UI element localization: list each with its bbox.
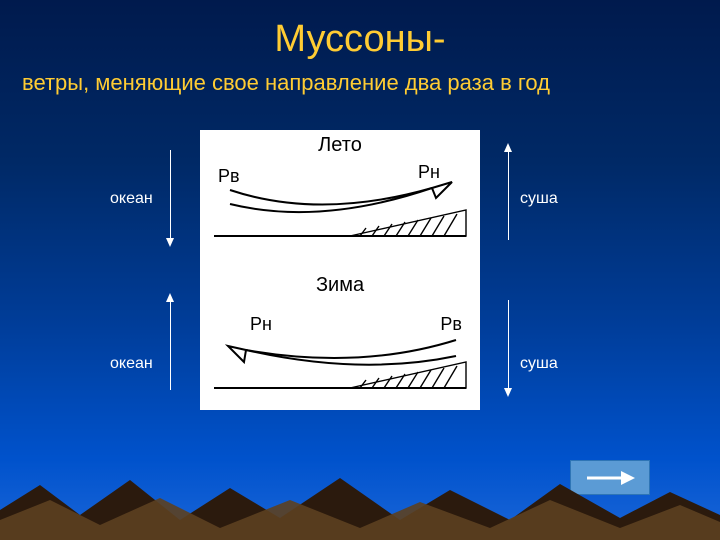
mountain-decoration bbox=[0, 470, 720, 540]
winter-wind-svg bbox=[200, 270, 480, 410]
summer-wind-svg bbox=[200, 130, 480, 270]
monsoon-diagram: Лето Рв Рн bbox=[200, 130, 480, 410]
land-arrow-summer bbox=[508, 150, 509, 240]
panel-summer: Лето Рв Рн bbox=[200, 130, 480, 270]
panel-winter: Зима Рн Рв bbox=[200, 270, 480, 410]
slide-title: Муссоны- bbox=[0, 18, 720, 61]
ocean-label-winter: океан bbox=[110, 355, 153, 373]
ocean-arrow-winter bbox=[170, 300, 171, 390]
ocean-arrow-summer bbox=[170, 150, 171, 240]
land-label-winter: суша bbox=[520, 355, 558, 373]
slide-subtitle: ветры, меняющие свое направление два раз… bbox=[22, 70, 550, 96]
ocean-label-summer: океан bbox=[110, 190, 153, 208]
land-label-summer: суша bbox=[520, 190, 558, 208]
land-arrow-winter bbox=[508, 300, 509, 390]
